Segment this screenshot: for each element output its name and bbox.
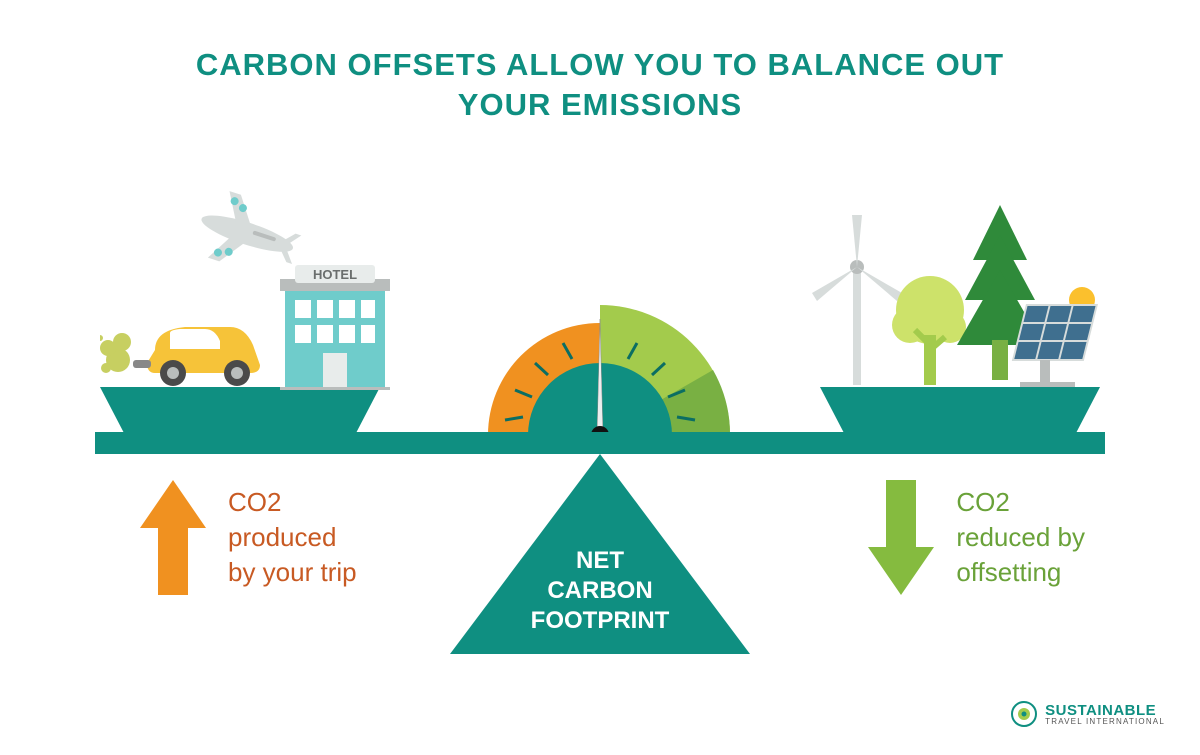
footprint-l3: FOOTPRINT: [531, 606, 670, 636]
airplane-icon: [191, 186, 308, 283]
arrow-down-icon: [868, 480, 934, 595]
left-l1: CO2: [228, 485, 357, 520]
round-tree-icon: [892, 276, 966, 385]
left-l2: produced: [228, 520, 357, 555]
scale-fulcrum: NET CARBON FOOTPRINT: [450, 454, 750, 654]
scale-pan-left: [100, 387, 380, 435]
footprint-l2: CARBON: [531, 576, 670, 606]
scale-pan-right: [820, 387, 1100, 435]
title-line-1: CARBON OFFSETS ALLOW YOU TO BALANCE OUT: [0, 45, 1200, 85]
arrow-up-icon: [140, 480, 206, 595]
brand-sub: TRAVEL INTERNATIONAL: [1045, 718, 1165, 726]
footprint-l1: NET: [531, 546, 670, 576]
produced-text: CO2 produced by your trip: [228, 485, 357, 590]
offset-icons-group: [795, 205, 1105, 390]
reduced-text: CO2 reduced by offsetting: [956, 485, 1085, 590]
hotel-icon: HOTEL: [280, 265, 390, 390]
exhaust-smoke-icon: [100, 333, 131, 373]
car-icon: [133, 327, 260, 386]
page-title: CARBON OFFSETS ALLOW YOU TO BALANCE OUT …: [0, 0, 1200, 126]
reduced-label-block: CO2 reduced by offsetting: [868, 480, 1085, 595]
brand-text: SUSTAINABLE TRAVEL INTERNATIONAL: [1045, 703, 1165, 726]
scale-beam: [95, 432, 1105, 454]
balance-scale-diagram: NET CARBON FOOTPRINT: [0, 170, 1200, 650]
left-l3: by your trip: [228, 555, 357, 590]
wind-turbine-icon: [812, 215, 902, 385]
brand-logo: SUSTAINABLE TRAVEL INTERNATIONAL: [1011, 701, 1165, 727]
emissions-icons-group: HOTEL: [100, 180, 400, 390]
hotel-label-text: HOTEL: [313, 267, 357, 282]
brand-mark-icon: [1011, 701, 1037, 727]
right-l1: CO2: [956, 485, 1085, 520]
produced-label-block: CO2 produced by your trip: [140, 480, 357, 595]
right-l3: offsetting: [956, 555, 1085, 590]
footprint-label: NET CARBON FOOTPRINT: [531, 546, 670, 636]
solar-panel-icon: [1013, 287, 1097, 387]
right-l2: reduced by: [956, 520, 1085, 555]
brand-name: SUSTAINABLE: [1045, 703, 1165, 718]
title-line-2: YOUR EMISSIONS: [0, 85, 1200, 125]
